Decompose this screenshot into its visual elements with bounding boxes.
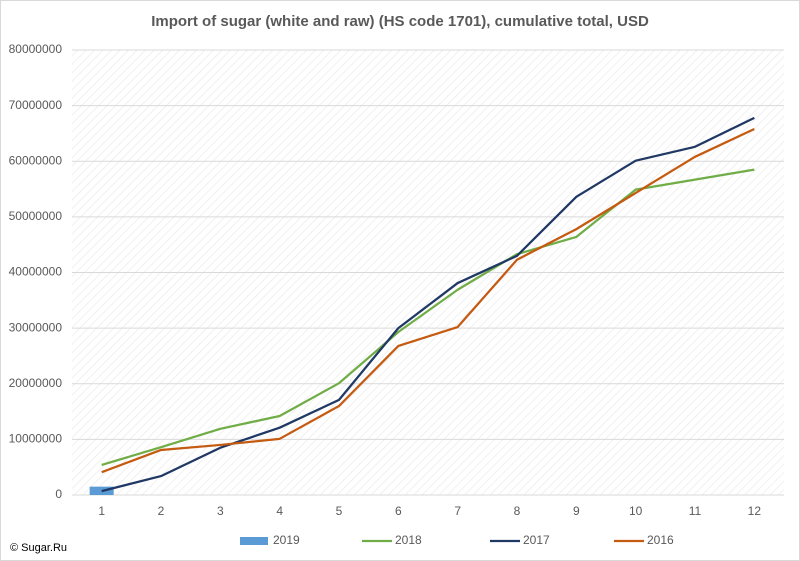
x-tick-label: 3 — [217, 504, 224, 518]
legend-label: 2016 — [647, 533, 674, 547]
chart-title: Import of sugar (white and raw) (HS code… — [151, 13, 649, 30]
x-tick-label: 6 — [395, 504, 402, 518]
x-tick-label: 2 — [158, 504, 165, 518]
x-tick-label: 9 — [573, 504, 580, 518]
x-tick-label: 10 — [629, 504, 643, 518]
y-tick-label: 10000000 — [9, 432, 63, 446]
legend-label: 2018 — [395, 533, 422, 547]
x-tick-label: 8 — [514, 504, 521, 518]
legend-label: 2019 — [273, 533, 300, 547]
y-tick-label: 30000000 — [9, 320, 63, 334]
y-tick-label: 40000000 — [9, 265, 63, 279]
legend-label: 2017 — [523, 533, 550, 547]
y-tick-label: 50000000 — [9, 209, 63, 223]
line-series — [101, 116, 755, 493]
legend-swatch — [240, 537, 268, 545]
y-tick-label: 60000000 — [9, 153, 63, 167]
x-tick-label: 5 — [336, 504, 343, 518]
y-tick-label: 0 — [55, 487, 62, 501]
line-series — [101, 127, 755, 474]
x-tick-label: 4 — [276, 504, 283, 518]
y-tick-label: 80000000 — [9, 42, 63, 56]
y-tick-label: 20000000 — [9, 376, 63, 390]
x-tick-label: 12 — [748, 504, 762, 518]
y-tick-label: 70000000 — [9, 98, 63, 112]
x-tick-label: 1 — [98, 504, 105, 518]
source: © Sugar.Ru — [10, 542, 67, 554]
x-tick-label: 11 — [689, 504, 702, 518]
x-tick-label: 7 — [454, 504, 461, 518]
